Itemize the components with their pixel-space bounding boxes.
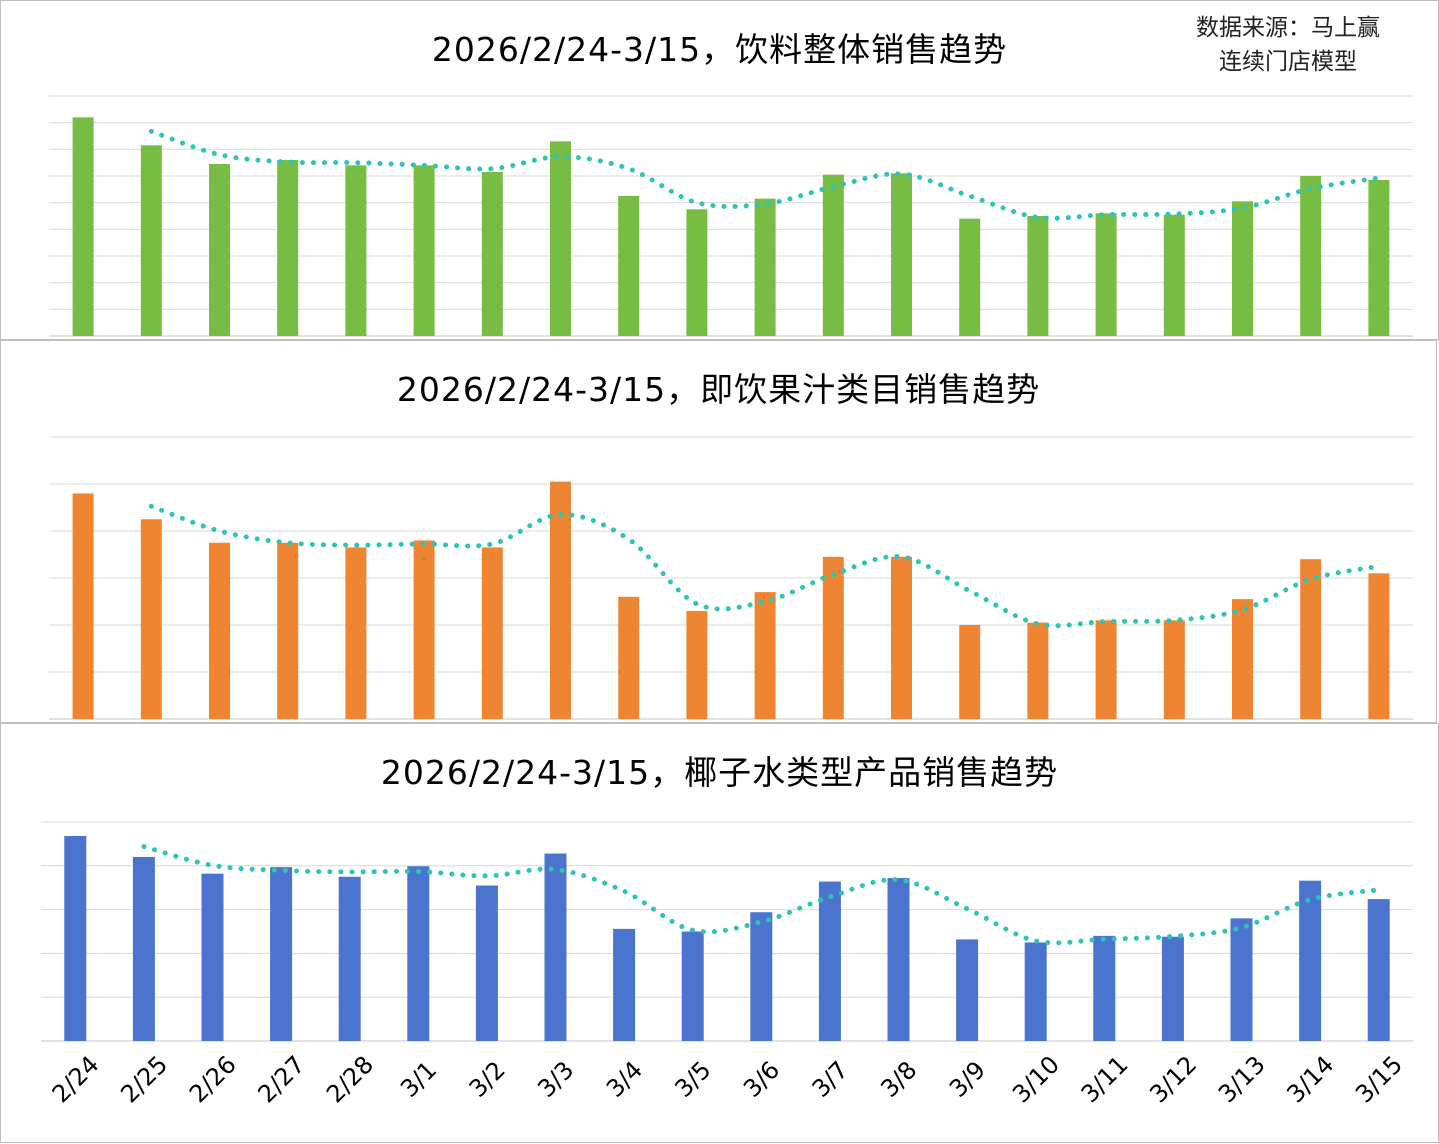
bar-juice-3-3 xyxy=(550,481,571,719)
bar-overall-beverage-3-12 xyxy=(1163,214,1185,336)
x-tick-label: 3/12 xyxy=(1144,1050,1202,1108)
bar-overall-beverage-2-25 xyxy=(140,145,162,336)
bar-juice-3-5 xyxy=(686,610,708,719)
bar-juice-2-24 xyxy=(72,493,94,719)
bar-juice-3-10 xyxy=(1027,622,1049,719)
bar-overall-beverage-3-13 xyxy=(1232,201,1253,336)
bar-coconut-water-3-4 xyxy=(613,928,636,1041)
bar-coconut-water-3-12 xyxy=(1161,936,1184,1041)
bar-juice-3-13 xyxy=(1232,599,1253,719)
bar-juice-3-11 xyxy=(1095,620,1117,719)
bar-juice-2-28 xyxy=(345,547,367,719)
bar-chart-coconut-water: 2/24 2/25 2/26 2/27 2/28 3/1 3/2 3/3 3/4 3/5 3/6 3/… xyxy=(41,821,1413,1108)
bar-juice-3-14 xyxy=(1300,559,1322,719)
chart-panel-overall-beverage: 2026/2/24-3/15，饮料整体销售趋势 数据来源：马上赢 连续门店模型 xyxy=(0,0,1439,340)
bar-juice-3-1 xyxy=(413,540,435,719)
x-tick-label: 3/15 xyxy=(1350,1050,1408,1108)
bar-juice-2-27 xyxy=(277,542,299,719)
bar-coconut-water-3-15 xyxy=(1367,899,1390,1041)
bar-chart-overall-beverage xyxy=(49,95,1413,337)
bar-overall-beverage-3-8 xyxy=(891,173,912,336)
chart-title-coconut-water: 2026/2/24-3/15，椰子水类型产品销售趋势 xyxy=(380,753,1059,792)
x-tick-label: 2/27 xyxy=(252,1050,310,1108)
bar-overall-beverage-3-11 xyxy=(1095,213,1117,336)
bar-coconut-water-3-9 xyxy=(956,939,979,1041)
x-tick-label: 2/25 xyxy=(115,1050,173,1108)
bar-overall-beverage-3-9 xyxy=(959,218,981,336)
x-tick-label: 3/9 xyxy=(944,1056,991,1103)
x-tick-label: 3/4 xyxy=(601,1056,648,1103)
x-tick-label: 3/3 xyxy=(532,1056,579,1103)
bar-juice-3-12 xyxy=(1163,620,1185,719)
x-tick-label: 3/6 xyxy=(738,1056,785,1103)
trendline-overall-beverage xyxy=(148,128,1382,221)
bar-juice-2-25 xyxy=(140,519,162,719)
bar-coconut-water-3-11 xyxy=(1093,935,1116,1041)
data-source-line-1: 数据来源：马上赢 xyxy=(1196,15,1380,41)
bar-overall-beverage-2-28 xyxy=(345,165,367,336)
bar-juice-3-9 xyxy=(959,625,981,719)
bar-coconut-water-3-7 xyxy=(818,881,841,1041)
bar-coconut-water-3-1 xyxy=(407,866,430,1041)
bar-juice-3-4 xyxy=(618,596,640,719)
bar-overall-beverage-3-6 xyxy=(754,198,776,336)
bar-juice-3-6 xyxy=(754,592,776,719)
x-tick-label: 3/8 xyxy=(875,1056,922,1103)
x-tick-label: 3/10 xyxy=(1007,1050,1065,1108)
bar-juice-3-8 xyxy=(891,556,912,719)
bar-juice-3-15 xyxy=(1368,573,1390,719)
bar-overall-beverage-3-15 xyxy=(1368,180,1390,336)
bar-coconut-water-3-10 xyxy=(1024,942,1047,1041)
bar-juice-2-26 xyxy=(209,542,230,719)
data-source-line-2: 连续门店模型 xyxy=(1219,49,1357,75)
x-tick-label: 2/24 xyxy=(47,1050,105,1108)
data-source-note: 数据来源：马上赢 连续门店模型 xyxy=(1196,11,1380,79)
bar-coconut-water-3-8 xyxy=(887,878,910,1041)
chart-title-overall-beverage: 2026/2/24-3/15，饮料整体销售趋势 xyxy=(431,30,1008,69)
bar-juice-3-2 xyxy=(481,547,503,719)
bar-coconut-water-3-6 xyxy=(750,912,773,1041)
bar-juice-3-7 xyxy=(822,556,844,719)
x-tick-label: 2/28 xyxy=(321,1050,379,1108)
bar-overall-beverage-3-5 xyxy=(686,209,708,336)
bar-overall-beverage-3-3 xyxy=(550,141,571,336)
bar-overall-beverage-2-27 xyxy=(277,160,299,336)
chart-title-juice: 2026/2/24-3/15，即饮果汁类目销售趋势 xyxy=(396,370,1041,409)
chart-panel-coconut-water: 2/24 2/25 2/26 2/27 2/28 3/1 3/2 3/3 3/4 3/5 3/6 3/… xyxy=(0,723,1439,1143)
x-tick-label: 3/14 xyxy=(1281,1050,1339,1108)
bar-coconut-water-2-27 xyxy=(270,867,293,1041)
x-tick-label: 3/1 xyxy=(395,1056,442,1103)
bar-overall-beverage-3-10 xyxy=(1027,216,1049,336)
bar-overall-beverage-2-26 xyxy=(209,164,230,336)
bar-overall-beverage-3-7 xyxy=(822,174,844,336)
bar-coconut-water-2-25 xyxy=(132,857,155,1041)
bar-coconut-water-3-3 xyxy=(544,853,567,1041)
bar-coconut-water-3-2 xyxy=(475,885,498,1041)
trendline-juice xyxy=(148,503,1382,629)
x-tick-label: 2/26 xyxy=(184,1050,242,1108)
x-tick-label: 3/13 xyxy=(1213,1050,1271,1108)
bar-coconut-water-3-14 xyxy=(1299,880,1322,1041)
bar-coconut-water-3-13 xyxy=(1230,918,1253,1041)
bar-coconut-water-2-26 xyxy=(201,873,224,1041)
x-tick-label: 3/2 xyxy=(464,1056,511,1103)
bar-overall-beverage-3-2 xyxy=(481,172,503,336)
bar-overall-beverage-2-24 xyxy=(72,117,94,336)
bar-coconut-water-3-5 xyxy=(681,931,704,1041)
x-tick-label: 3/5 xyxy=(669,1056,716,1103)
x-tick-label: 3/7 xyxy=(807,1056,854,1103)
bar-overall-beverage-3-4 xyxy=(618,196,640,336)
trendline-coconut-water xyxy=(141,844,1382,946)
chart-panel-juice: 2026/2/24-3/15，即饮果汁类目销售趋势 xyxy=(0,340,1437,723)
x-tick-label: 3/11 xyxy=(1076,1050,1134,1108)
bar-coconut-water-2-24 xyxy=(64,836,87,1041)
bar-overall-beverage-3-14 xyxy=(1300,176,1322,336)
bar-overall-beverage-3-1 xyxy=(413,165,435,336)
bar-chart-juice xyxy=(49,436,1413,720)
bar-coconut-water-2-28 xyxy=(338,876,361,1041)
